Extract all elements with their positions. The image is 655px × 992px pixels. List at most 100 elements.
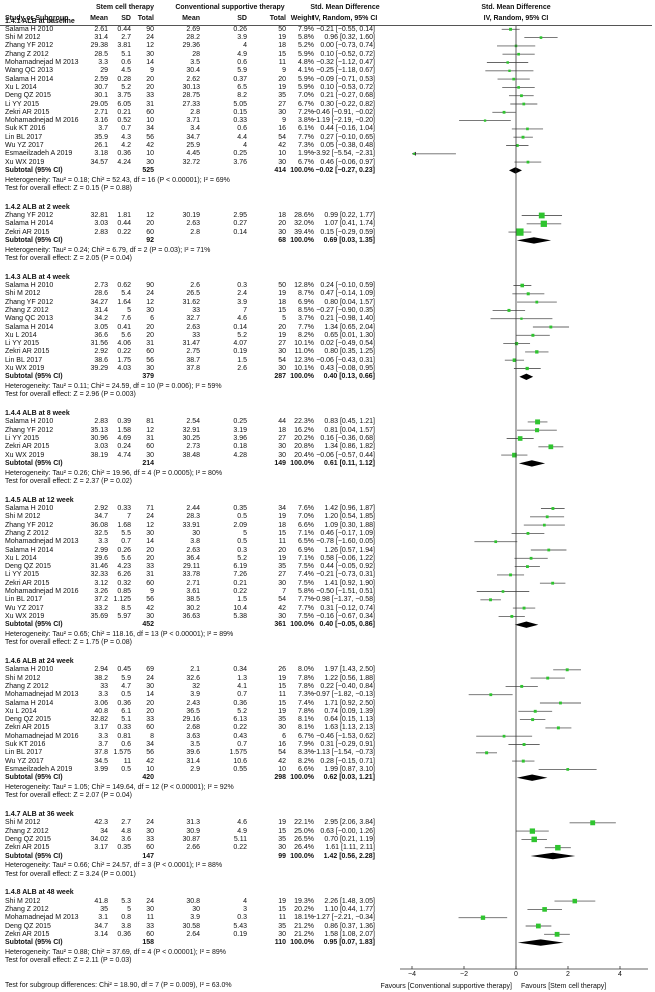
conv-mean: 32 [192, 682, 200, 690]
conv-mean: 32.6 [186, 674, 200, 682]
study-name: Zhang Z 2012 [5, 529, 49, 537]
conv-total: 18 [278, 426, 286, 434]
conv-total: 54 [278, 356, 286, 364]
conv-sd: 0.6 [237, 59, 247, 66]
stem-mean: 3.17 [94, 724, 108, 732]
stem-mean: 26.1 [94, 142, 108, 149]
stem-total: 34 [146, 125, 154, 133]
stem-sd: 0.7 [121, 538, 131, 546]
stem-sd: 0.6 [121, 59, 131, 66]
x-tick-label: 0 [514, 971, 518, 978]
smd-ci: 0.21 [−0.27, 0.68] [320, 92, 375, 100]
subtotal-diamond [516, 237, 552, 244]
stem-total: 12 [146, 298, 154, 306]
study-name: Deng QZ 2015 [5, 92, 51, 100]
weight: 7.8% [298, 707, 314, 715]
stem-mean: 34.7 [94, 922, 108, 930]
stem-sd: 0.36 [117, 150, 131, 158]
smd-ci: 0.74 [0.09, 1.39] [324, 707, 375, 715]
conv-total: 19 [278, 554, 286, 562]
weight: 39.4% [294, 228, 314, 236]
stem-sd: 0.26 [117, 546, 131, 554]
smd-ci: 0.83 [0.45, 1.21] [324, 418, 375, 426]
smd-ci: 0.64 [0.15, 1.13] [324, 716, 375, 724]
conv-sd: 3 [243, 905, 247, 913]
weight: 12.8% [294, 282, 314, 289]
weight: 26.4% [294, 844, 314, 852]
stem-total: 24 [146, 513, 154, 521]
smd-ci: −0.46 [−0.91, −0.02] [312, 108, 375, 116]
study-name: Salama H 2014 [5, 546, 54, 554]
stem-sd: 5.1 [121, 50, 131, 58]
favours-left-label: Favours [Conventional supportive therapy… [380, 983, 512, 990]
header-stem-total: Total [137, 15, 154, 22]
weight: 7.3% [298, 142, 314, 149]
smd-ci: −0.78 [−1.60, 0.05] [316, 538, 375, 546]
weight: 5.2% [298, 42, 314, 50]
stem-sd: 11 [123, 757, 131, 765]
study-marker [507, 308, 511, 312]
study-name: Zhang YF 2012 [5, 212, 54, 219]
smd-ci: 1.07 [0.41, 1.74] [324, 220, 375, 228]
subtotal-diamond [518, 460, 546, 467]
study-marker [565, 668, 569, 672]
conv-total: 10 [278, 150, 286, 158]
conv-sd: 8.2 [237, 92, 247, 100]
subtotal-weight: 100.0% [290, 621, 314, 629]
stem-sd: 0.7 [121, 125, 131, 133]
weight: 6.7% [298, 158, 314, 166]
conv-sd: 4.9 [237, 827, 247, 835]
header-conventional-group: Conventional supportive therapy [175, 4, 285, 11]
weight: 4.1% [298, 67, 314, 75]
subtotal-label: Subtotal (95% CI) [5, 939, 63, 947]
stem-total: 20 [146, 331, 154, 339]
overall-effect-text: Test for overall effect: Z = 2.96 (P = 0… [5, 391, 136, 399]
stem-total: 20 [146, 220, 154, 228]
conv-total: 15 [278, 50, 286, 58]
stem-mean: 31.46 [90, 563, 108, 571]
study-name: Li YY 2015 [5, 100, 39, 108]
study-marker [516, 228, 524, 236]
conv-mean: 2.63 [186, 220, 200, 228]
conv-mean: 2.9 [190, 765, 200, 773]
stem-mean: 31.4 [94, 34, 108, 42]
conv-mean: 30.2 [186, 604, 200, 612]
stem-sd: 4.69 [117, 435, 131, 442]
stem-sd: 0.85 [117, 588, 131, 595]
conv-sd: 4 [243, 897, 247, 905]
subtotal-conv-total: 414 [274, 166, 286, 174]
conv-sd: 2.09 [233, 521, 247, 529]
study-marker [483, 119, 487, 122]
smd-ci: 2.95 [2.06, 3.84] [324, 819, 375, 827]
study-name: Zekri AR 2015 [5, 724, 50, 732]
study-name: Shi M 2012 [5, 290, 41, 298]
weight: 6.6% [298, 765, 314, 773]
study-marker [509, 27, 512, 31]
stem-sd: 0.33 [117, 724, 131, 732]
stem-mean: 34.7 [94, 513, 108, 521]
subtotal-conv-total: 298 [274, 774, 286, 782]
stem-sd: 5.9 [121, 674, 131, 682]
conv-sd: 3.96 [233, 435, 247, 442]
stem-mean: 39.29 [90, 365, 108, 372]
smd-ci: 0.80 [0.35, 1.25] [324, 348, 375, 356]
stem-sd: 0.28 [117, 75, 131, 83]
stem-sd: 6.26 [117, 571, 131, 579]
conv-mean: 31.4 [186, 757, 200, 765]
weight: 8.0% [298, 666, 314, 674]
conv-mean: 26.5 [186, 290, 200, 298]
weight: 7.0% [298, 513, 314, 521]
conv-sd: 0.21 [233, 579, 247, 587]
favours-right-label: Favours [Stem cell therapy] [521, 983, 607, 990]
x-tick-label: 4 [618, 971, 622, 978]
subtotal-stem-total: 92 [146, 236, 154, 244]
smd-ci: 0.70 [0.21, 1.19] [324, 835, 375, 843]
stem-total: 30 [146, 612, 154, 620]
conv-sd: 0.25 [233, 150, 247, 158]
weight: 26.5% [294, 835, 314, 843]
subtotal-diamond [530, 852, 576, 860]
stem-total: 56 [146, 133, 154, 141]
study-name: Xu L 2014 [5, 554, 37, 562]
smd-ci: 0.15 [−0.29, 0.59] [320, 228, 375, 236]
stem-sd: 0.36 [117, 930, 131, 938]
